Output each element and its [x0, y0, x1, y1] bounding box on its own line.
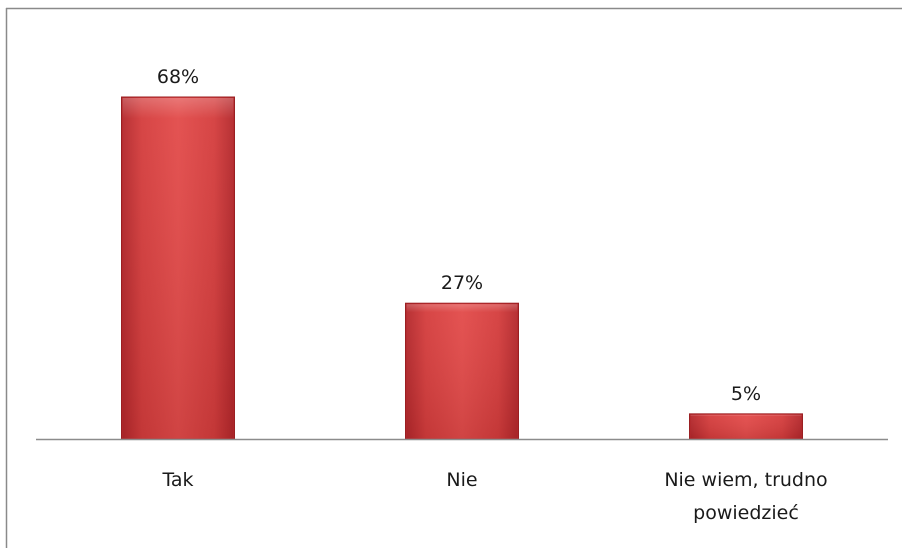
category-label-line: Nie	[446, 469, 477, 491]
value-label-2: 5%	[731, 383, 761, 405]
bar-shine-1	[406, 304, 518, 438]
category-label-line: Tak	[161, 469, 193, 491]
value-label-1: 27%	[441, 272, 483, 294]
category-label-0: Tak	[161, 469, 193, 491]
category-label-line: Nie wiem, trudno	[664, 469, 827, 491]
bars-layer	[121, 96, 803, 440]
category-label-1: Nie	[446, 469, 477, 491]
value-label-0: 68%	[157, 66, 199, 88]
bar-shine-0	[122, 98, 234, 438]
category-label-2: Nie wiem, trudno powiedzieć	[664, 469, 827, 524]
category-label-line: powiedzieć	[693, 502, 799, 524]
bar-shine-2	[690, 414, 802, 438]
labels-layer: 68% Tak 27% Nie 5% Nie wiem, trudno powiedzieć	[157, 66, 828, 524]
